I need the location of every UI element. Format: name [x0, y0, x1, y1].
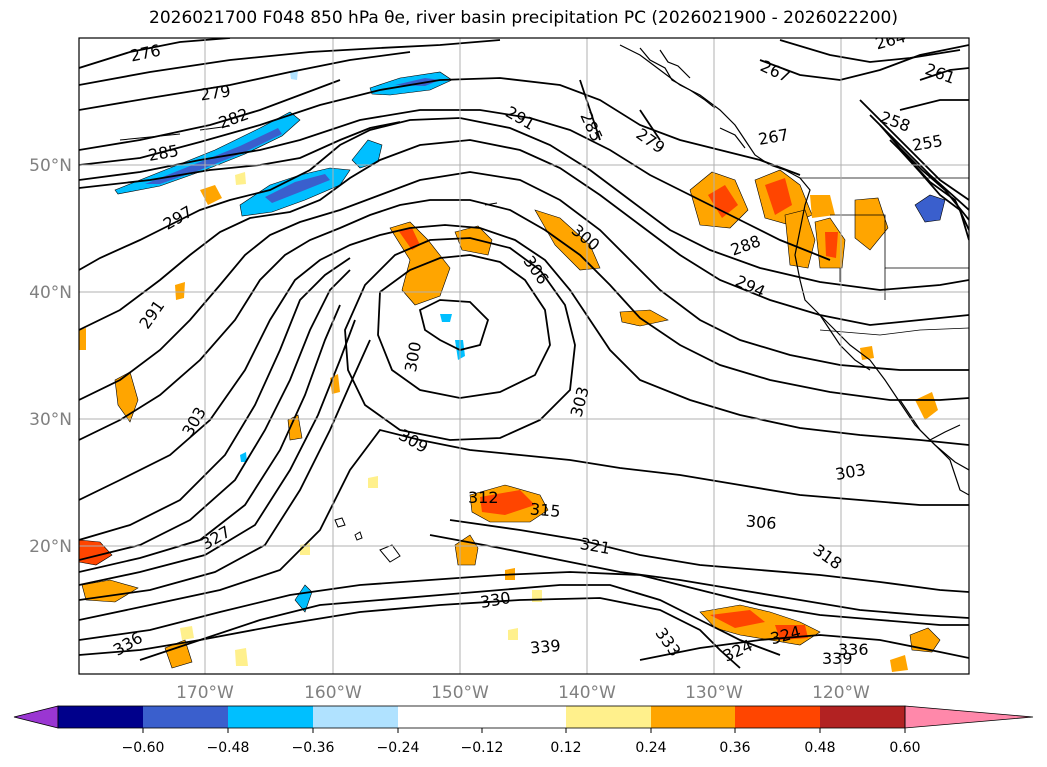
- lon-label: 150°W: [431, 683, 489, 703]
- colorbar-tick-label: 0.36: [719, 740, 750, 756]
- contour-label: 306: [745, 511, 777, 533]
- contour-label: 336: [838, 640, 869, 659]
- longitude-labels: 170°W 160°W 150°W 140°W 130°W 120°W: [176, 683, 870, 703]
- colorbar-bin: [566, 706, 651, 728]
- colorbar-bin: [228, 706, 313, 728]
- colorbar-bin: [651, 706, 735, 728]
- colorbar-ticks: [142, 728, 906, 733]
- colorbar-tick-label: −0.60: [122, 740, 165, 756]
- graticule: [79, 38, 969, 674]
- colorbar-bin: [482, 706, 566, 728]
- colorbar-bin: [143, 706, 228, 728]
- colorbar-tick-label: 0.12: [550, 740, 581, 756]
- colorbar-tick-label: 0.24: [635, 740, 666, 756]
- colorbar-bin: [58, 706, 143, 728]
- lat-label: 50°N: [29, 156, 72, 176]
- colorbar-tick-label: 0.60: [889, 740, 920, 756]
- lon-label: 170°W: [176, 683, 234, 703]
- colorbar-under-arrow: [13, 705, 59, 729]
- lon-label: 120°W: [812, 683, 870, 703]
- colorbar-bin: [313, 706, 398, 728]
- lat-label: 40°N: [29, 283, 72, 303]
- map-title: 2026021700 F048 850 hPa θe, river basin …: [149, 8, 898, 28]
- contour-label: 339: [822, 649, 853, 668]
- coastlines: [619, 44, 969, 496]
- colorbar-over-arrow: [904, 705, 1034, 729]
- colorbar-bin: [820, 706, 905, 728]
- colorbar-tick-label: −0.12: [461, 740, 504, 756]
- contour-label: 312: [468, 488, 499, 507]
- colorbar-bin: [398, 706, 482, 728]
- contour-label: 315: [529, 499, 561, 521]
- lat-label: 20°N: [29, 537, 72, 557]
- latitude-labels: 50°N 40°N 30°N 20°N: [29, 156, 72, 557]
- colorbar-tick-label: −0.36: [292, 740, 335, 756]
- contour-label: 279: [199, 81, 232, 104]
- colorbar-tick-label: −0.24: [377, 740, 420, 756]
- lat-label: 30°N: [29, 410, 72, 430]
- positive-precip-shading: [79, 169, 941, 672]
- negative-precip-shading: [114, 70, 946, 613]
- colorbar: −0.60 −0.48 −0.36 −0.24 −0.12 0.12 0.24 …: [13, 705, 1034, 756]
- theta-e-contours: [79, 38, 969, 669]
- lon-label: 130°W: [685, 683, 743, 703]
- political-borders: [800, 177, 969, 336]
- contour-label: 339: [529, 636, 561, 658]
- map-frame: [78, 37, 970, 675]
- colorbar-tick-label: −0.48: [207, 740, 250, 756]
- colorbar-tick-label: 0.48: [804, 740, 835, 756]
- colorbar-bin: [735, 706, 820, 728]
- lon-label: 140°W: [558, 683, 616, 703]
- lon-label: 160°W: [304, 683, 362, 703]
